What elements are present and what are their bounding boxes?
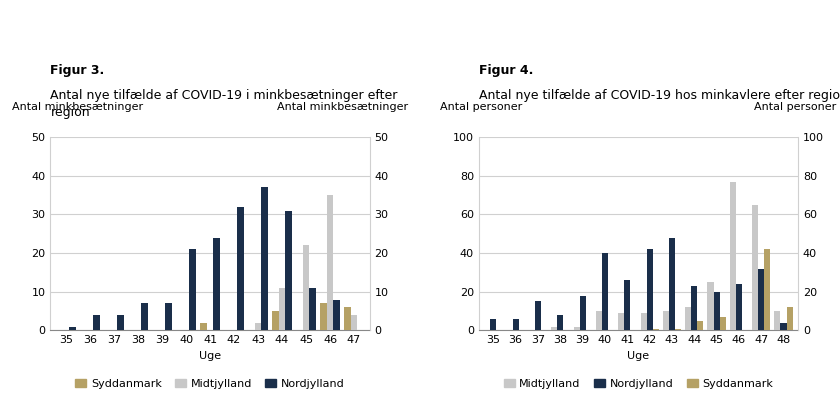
Bar (596, 311, 602, 330)
Bar (653, 328, 659, 330)
Bar (691, 286, 697, 330)
Bar (624, 280, 630, 330)
Bar (730, 181, 736, 330)
Bar (736, 284, 742, 330)
Bar (759, 268, 764, 330)
Bar (200, 323, 207, 330)
Text: Figur 3.: Figur 3. (50, 64, 105, 77)
Bar (602, 253, 608, 330)
Text: Antal minkbesætninger: Antal minkbesætninger (276, 102, 408, 112)
Text: Antal personer: Antal personer (440, 102, 522, 112)
Bar (141, 303, 148, 330)
Bar (574, 326, 580, 330)
Text: Antal minkbesætninger: Antal minkbesætninger (12, 102, 144, 112)
Bar (165, 303, 171, 330)
Bar (327, 195, 333, 330)
Bar (641, 313, 647, 330)
Bar (669, 238, 675, 330)
Bar (707, 282, 713, 330)
Bar (713, 292, 720, 330)
Bar (780, 323, 786, 330)
Bar (491, 319, 496, 330)
Bar (351, 315, 357, 330)
Bar (333, 299, 339, 330)
Bar (93, 315, 100, 330)
Bar (286, 210, 291, 330)
Bar (764, 249, 770, 330)
Bar (720, 317, 726, 330)
Bar (512, 319, 518, 330)
Bar (557, 315, 564, 330)
Bar (675, 328, 681, 330)
Bar (279, 288, 286, 330)
Bar (320, 303, 327, 330)
Bar (255, 323, 261, 330)
Bar (551, 326, 557, 330)
Bar (309, 288, 316, 330)
Bar (663, 311, 669, 330)
Bar (237, 207, 244, 330)
Bar (752, 205, 759, 330)
Text: Figur 4.: Figur 4. (479, 64, 533, 77)
Bar (580, 296, 585, 330)
X-axis label: Uge: Uge (627, 351, 649, 361)
Bar (697, 321, 703, 330)
Bar (535, 301, 541, 330)
Text: Antal nye tilfælde af COVID-19 hos minkavlere efter region: Antal nye tilfælde af COVID-19 hos minka… (479, 89, 840, 102)
X-axis label: Uge: Uge (199, 351, 221, 361)
Text: Antal nye tilfælde af COVID-19 i minkbesætninger efter
region: Antal nye tilfælde af COVID-19 i minkbes… (50, 89, 398, 118)
Bar (302, 245, 309, 330)
Legend: Syddanmark, Midtjylland, Nordjylland: Syddanmark, Midtjylland, Nordjylland (71, 375, 349, 394)
Bar (118, 315, 123, 330)
Bar (774, 311, 780, 330)
Text: Antal personer: Antal personer (754, 102, 837, 112)
Bar (685, 307, 691, 330)
Bar (618, 313, 624, 330)
Bar (261, 187, 268, 330)
Legend: Midtjylland, Nordjylland, Syddanmark: Midtjylland, Nordjylland, Syddanmark (499, 375, 778, 394)
Bar (69, 326, 76, 330)
Bar (344, 307, 351, 330)
Bar (213, 238, 220, 330)
Bar (272, 311, 279, 330)
Bar (189, 249, 196, 330)
Bar (647, 249, 653, 330)
Bar (786, 307, 792, 330)
